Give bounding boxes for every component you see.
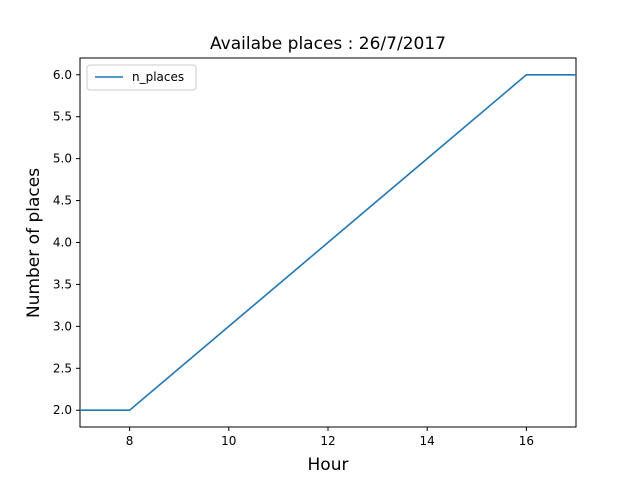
legend-box xyxy=(86,64,197,91)
x-tick-label: 14 xyxy=(420,434,435,448)
x-tick-label: 16 xyxy=(519,434,534,448)
x-tick-label: 8 xyxy=(126,434,134,448)
legend: n_places xyxy=(86,64,197,91)
y-axis-label: Number of places xyxy=(24,168,44,318)
y-tick-label: 4.5 xyxy=(53,194,72,208)
series-line-n_places xyxy=(80,74,576,412)
chart-title: Availabe places : 26/7/2017 xyxy=(210,34,446,54)
y-tick-label: 2.5 xyxy=(53,361,72,375)
y-tick-label: 6.0 xyxy=(53,68,72,82)
y-tick-label: 3.0 xyxy=(53,319,72,333)
x-axis: 8 10 12 14 16 xyxy=(126,427,534,448)
y-tick-label: 4.0 xyxy=(53,236,72,250)
y-tick-label: 2.0 xyxy=(53,403,72,417)
y-axis: 2.0 2.5 3.0 3.5 4.0 4.5 5.0 5.5 6.0 xyxy=(53,68,80,417)
x-tick-label: 12 xyxy=(320,434,335,448)
x-tick-label: 10 xyxy=(221,434,236,448)
series-layer xyxy=(80,74,576,412)
x-axis-label: Hour xyxy=(308,455,349,475)
y-tick-label: 3.5 xyxy=(53,277,72,291)
legend-label: n_places xyxy=(132,70,184,84)
y-tick-label: 5.0 xyxy=(53,152,72,166)
y-tick-label: 5.5 xyxy=(53,110,72,124)
